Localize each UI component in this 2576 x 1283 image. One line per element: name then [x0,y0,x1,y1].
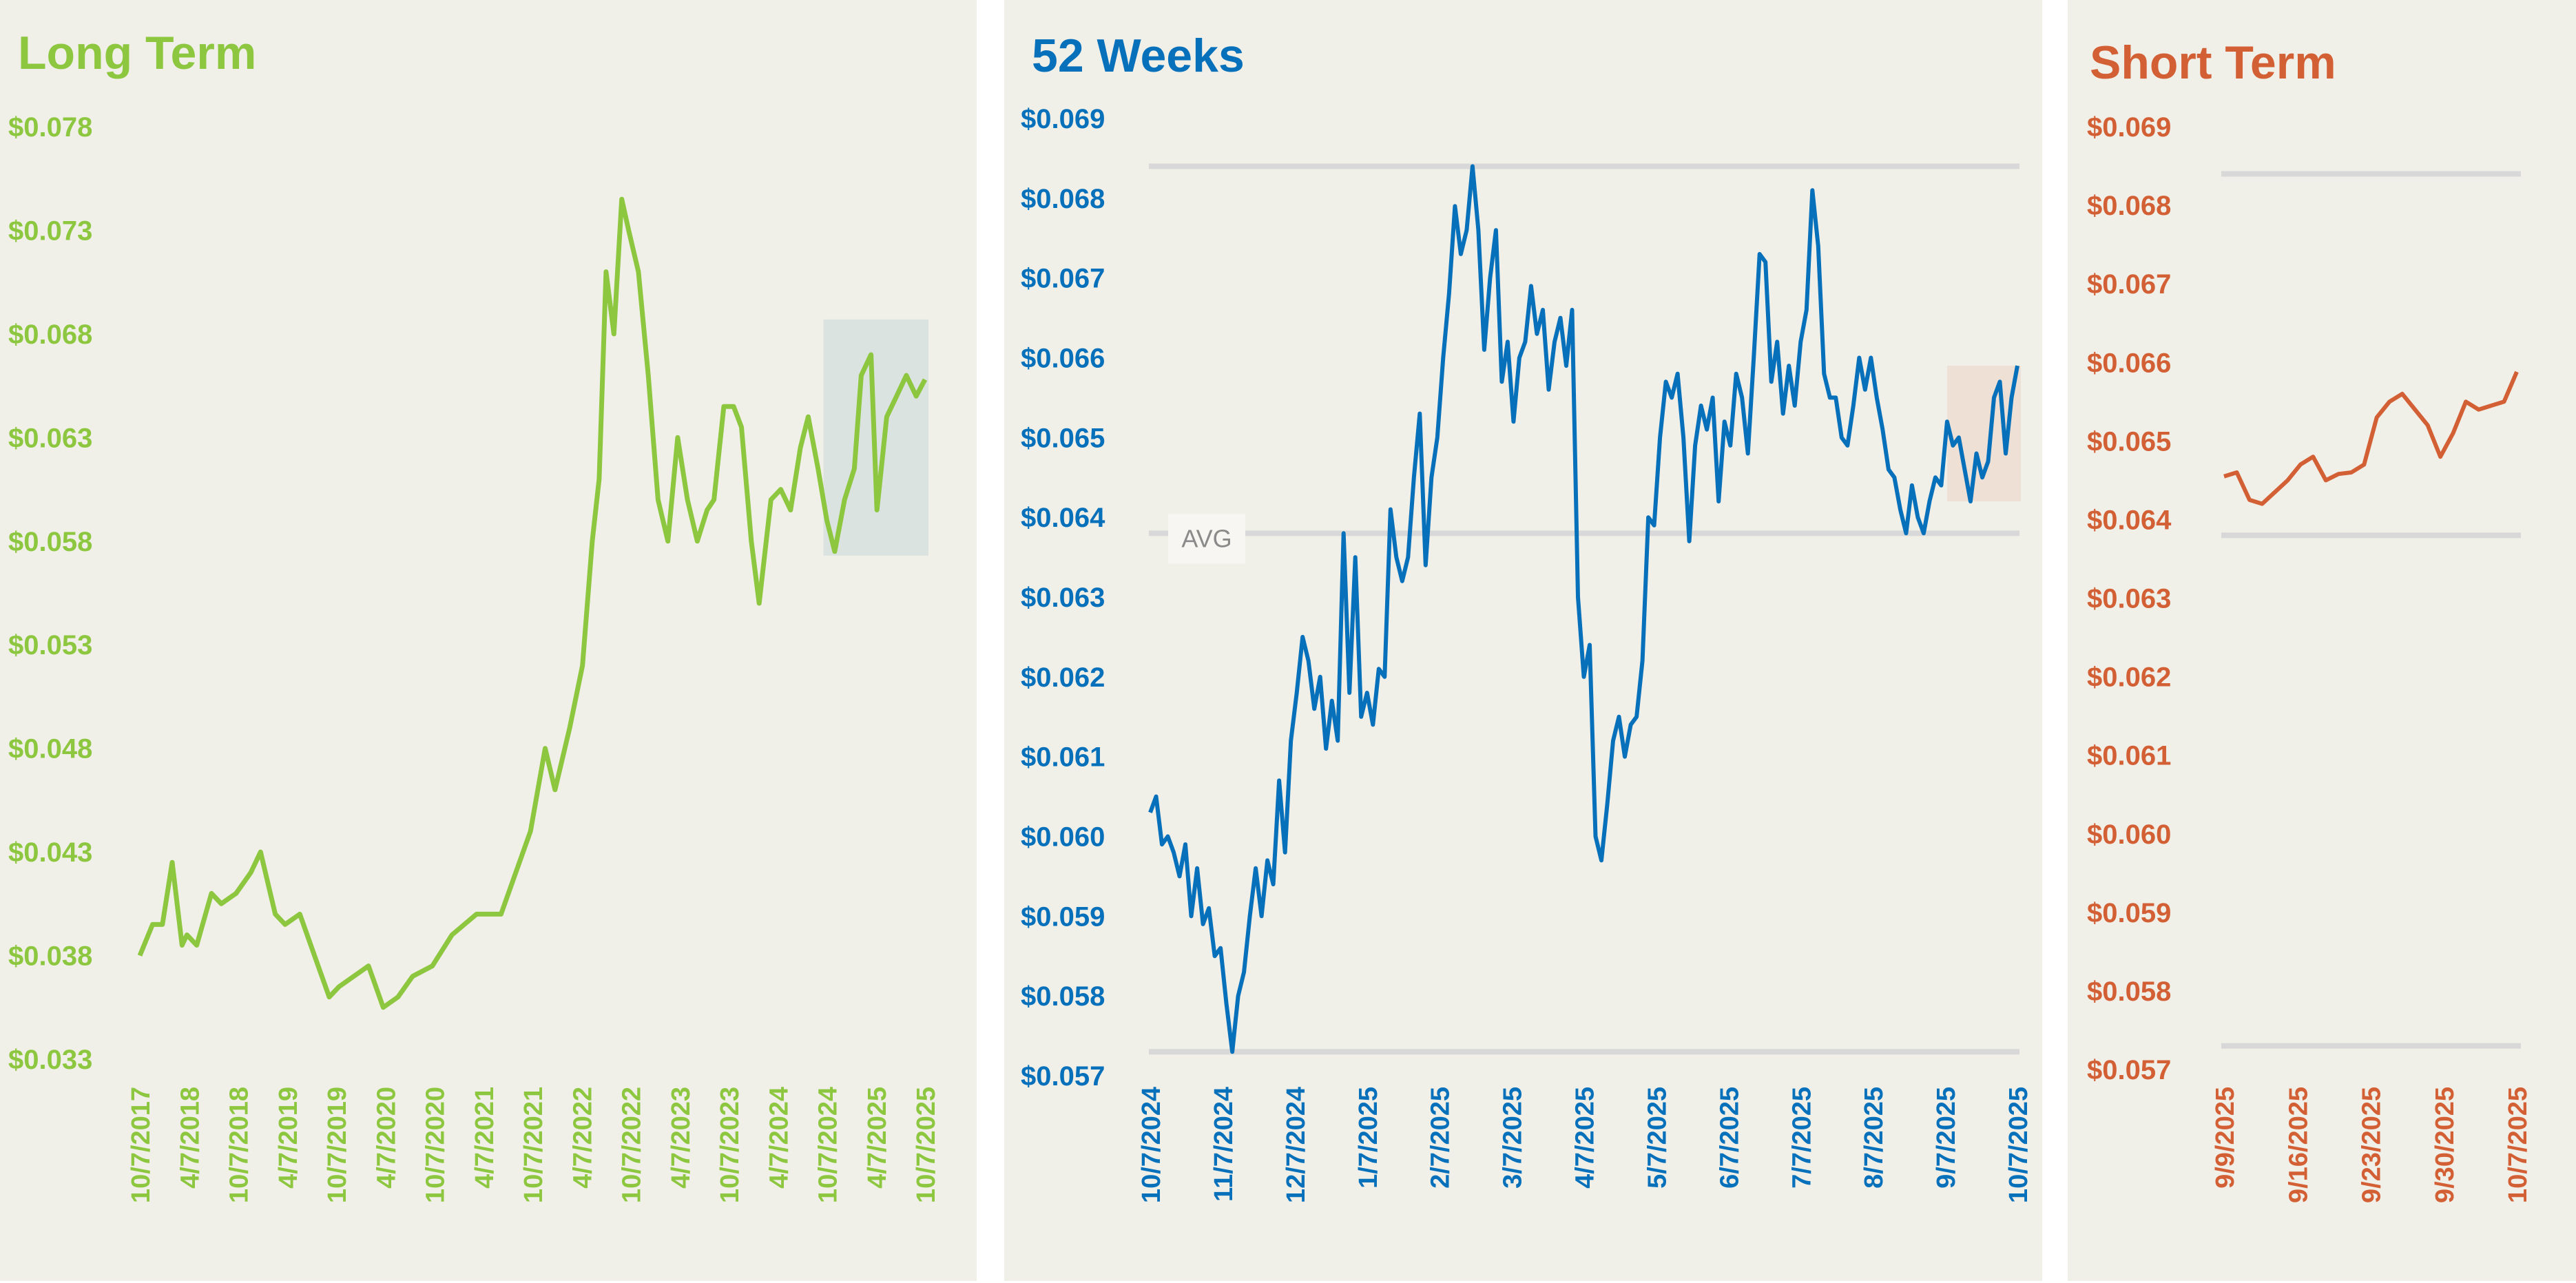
price-line [137,196,928,1010]
x-tick-label: 10/7/2018 [225,1087,254,1203]
y-tick-label: $0.063 [1021,583,1105,613]
y-tick-label: $0.068 [8,320,92,350]
y-tick-label: $0.066 [1021,344,1105,374]
y-tick-label: $0.033 [8,1045,92,1075]
52-weeks-chart: 52 Weeks AVG $0.069 $0.068 $0.067 $0.066 $0.0… [1021,30,2033,1203]
y-tick-label: $0.038 [8,941,92,972]
x-tick-label: 10/7/2024 [814,1087,843,1203]
short-term-title: Short Term [2090,36,2336,89]
y-tick-label: $0.058 [1021,981,1105,1012]
y-tick-label: $0.064 [2087,505,2172,535]
y-tick-label: $0.064 [1021,503,1105,533]
x-tick-label: 5/7/2025 [1643,1087,1672,1189]
long-term-panel [0,0,977,1281]
y-tick-label: $0.060 [2087,820,2171,850]
y-tick-label: $0.068 [1021,184,1105,214]
x-tick-label: 4/7/2025 [863,1087,892,1189]
y-tick-label: $0.069 [1021,104,1105,134]
y-tick-label: $0.065 [1021,423,1105,453]
short-term-panel [2068,0,2576,1281]
y-tick-label: $0.062 [1021,663,1105,693]
y-tick-label: $0.043 [8,837,92,868]
y-tick-label: $0.068 [2087,191,2171,221]
avg-label: AVG [1181,524,1232,552]
y-tick-label: $0.058 [2087,977,2171,1007]
52-weeks-panel [1004,0,2042,1281]
x-tick-label: 10/7/2019 [323,1087,352,1203]
x-tick-label: 4/7/2022 [568,1087,597,1189]
price-line [1148,164,2019,1054]
x-tick-label: 9/16/2025 [2284,1087,2313,1203]
y-tick-label: $0.066 [2087,348,2171,378]
x-tick-label: 4/7/2021 [470,1087,499,1189]
x-tick-label: 4/7/2020 [372,1087,401,1189]
x-tick-label: 10/7/2020 [422,1087,450,1203]
x-tick-label: 12/7/2024 [1282,1087,1311,1203]
x-tick-label: 4/7/2025 [1571,1087,1600,1189]
y-tick-label: $0.059 [2087,898,2171,928]
x-tick-label: 11/7/2024 [1209,1087,1238,1202]
x-tick-label: 10/7/2025 [2004,1087,2033,1203]
x-tick-label: 8/7/2025 [1860,1087,1889,1189]
x-tick-label: 9/9/2025 [2211,1087,2240,1189]
long-term-title: Long Term [18,27,256,79]
x-tick-label: 10/7/2025 [912,1087,941,1203]
avg-label-box [1168,514,1245,564]
x-tick-label: 10/7/2025 [2504,1087,2533,1203]
x-tick-label: 9/30/2025 [2431,1087,2460,1203]
x-tick-label: 10/7/2022 [618,1087,647,1203]
x-tick-label: 10/7/2024 [1137,1087,1166,1203]
x-tick-label: 4/7/2023 [667,1087,696,1189]
x-tick-label: 6/7/2025 [1715,1087,1744,1189]
y-tick-label: $0.059 [1021,901,1105,932]
x-tick-label: 4/7/2024 [765,1087,793,1189]
52-weeks-title: 52 Weeks [1032,30,1245,82]
long-term-chart: Long Term $0.078 $0.073 $0.068 $0.063 $0.058… [8,27,941,1203]
y-tick-label: $0.073 [8,216,92,246]
y-tick-label: $0.063 [2087,584,2171,614]
x-tick-label: 7/7/2025 [1787,1087,1816,1189]
y-tick-label: $0.065 [2087,426,2171,457]
x-tick-label: 10/7/2023 [716,1087,745,1203]
y-tick-label: $0.058 [8,527,92,557]
x-tick-label: 9/7/2025 [1932,1087,1961,1189]
x-tick-label: 4/7/2018 [176,1087,205,1189]
y-tick-label: $0.063 [8,423,92,453]
x-tick-label: 10/7/2021 [519,1087,548,1203]
y-tick-label: $0.053 [8,630,92,660]
y-tick-label: $0.067 [2087,269,2171,300]
y-tick-label: $0.057 [2087,1055,2171,1085]
price-line [2223,371,2519,506]
y-tick-label: $0.048 [8,734,92,764]
x-tick-label: 1/7/2025 [1354,1087,1383,1189]
x-tick-label: 3/7/2025 [1499,1087,1528,1189]
y-tick-label: $0.057 [1021,1061,1105,1092]
y-tick-label: $0.061 [2087,741,2171,771]
x-tick-label: 2/7/2025 [1426,1087,1455,1189]
y-tick-label: $0.069 [2087,112,2171,143]
y-tick-label: $0.078 [8,112,92,143]
y-tick-label: $0.067 [1021,264,1105,294]
y-tick-label: $0.062 [2087,663,2171,693]
y-tick-label: $0.060 [1021,822,1105,853]
x-tick-label: 4/7/2019 [274,1087,303,1189]
x-tick-label: 9/23/2025 [2358,1087,2387,1203]
y-tick-label: $0.061 [1021,742,1105,773]
short-term-chart: Short Term $0.069 $0.068 $0.067 $0.066 $0.06… [2087,36,2533,1203]
x-tick-label: 10/7/2017 [127,1087,156,1203]
